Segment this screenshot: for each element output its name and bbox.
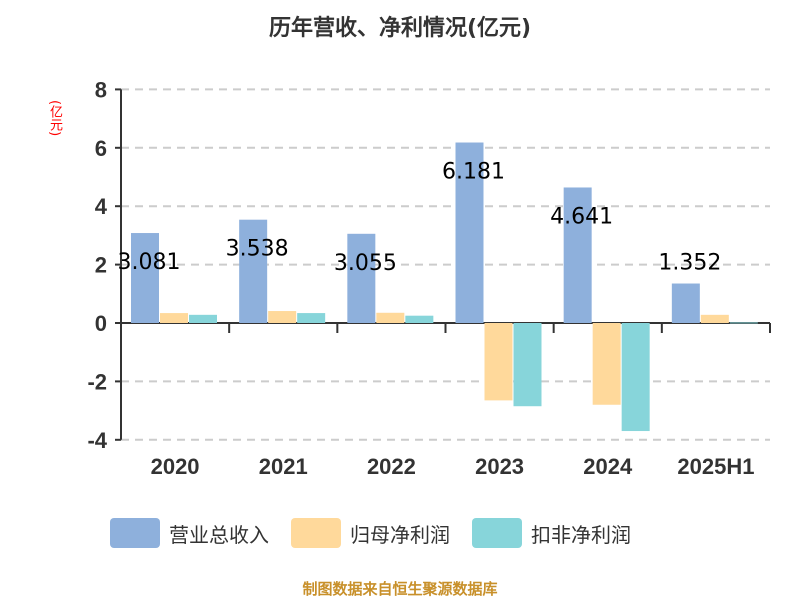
data-label: 3.081 [118,250,181,275]
y-tick-label: 2 [95,253,107,278]
bar [563,187,592,323]
data-label: 3.055 [334,251,397,276]
bar [347,233,376,323]
chart-title: 历年营收、净利情况(亿元) [268,16,532,41]
x-tick-label: 2023 [475,454,524,479]
bar [671,283,700,323]
bar [268,311,297,323]
data-label: 4.641 [550,204,613,229]
y-tick-label: -4 [87,428,107,453]
data-label: 6.181 [442,160,505,185]
bar [455,142,484,323]
bar [592,323,621,405]
data-label: 1.352 [658,251,721,276]
bar [729,322,758,324]
x-tick-label: 2020 [151,454,200,479]
y-tick-label: 6 [95,136,107,161]
data-label: 3.538 [226,237,289,262]
y-tick-label: 0 [95,311,107,336]
x-tick-label: 2022 [367,454,416,479]
bar [621,323,650,432]
bar [376,312,405,323]
bar [405,315,434,323]
legend-item-revenue[interactable]: 营业总收入 [110,518,269,548]
chart-legend: 营业总收入 归母净利润 扣非净利润 [110,518,653,548]
x-tick-label: 2025H1 [677,454,754,479]
bar [239,219,268,323]
bar [189,314,217,323]
y-axis-unit-label: (亿元) [47,100,62,137]
bar [131,233,159,323]
legend-swatch-net-profit [291,518,341,548]
bar [700,314,729,323]
x-tick-label: 2024 [583,454,633,479]
bar [160,313,188,323]
legend-label: 营业总收入 [169,522,269,547]
legend-label: 扣非净利润 [531,522,631,547]
data-source-note: 制图数据来自恒生聚源数据库 [302,580,498,598]
legend-item-net-profit[interactable]: 归母净利润 [291,518,450,548]
bar [484,323,513,401]
bar [297,313,326,323]
y-tick-label: 4 [95,194,108,219]
x-tick-label: 2021 [259,454,308,479]
y-tick-label: 8 [95,77,107,102]
legend-label: 归母净利润 [350,522,450,547]
legend-item-deducted-profit[interactable]: 扣非净利润 [472,518,631,548]
bar [513,323,542,407]
legend-swatch-deducted-profit [472,518,522,548]
legend-swatch-revenue [110,518,160,548]
y-tick-label: -2 [87,369,107,394]
